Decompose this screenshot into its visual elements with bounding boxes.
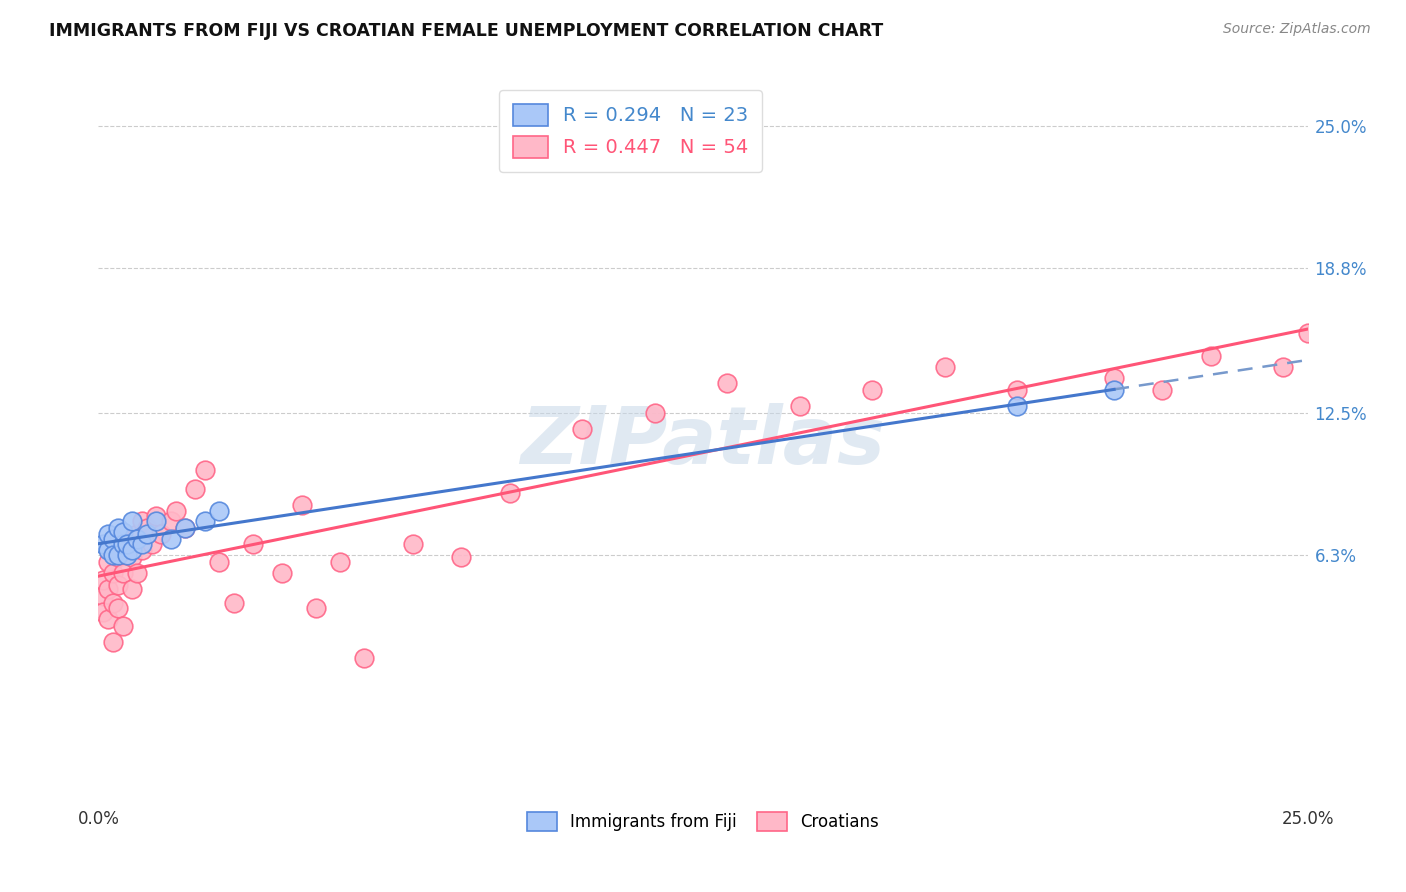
Point (131, 514, 153, 528)
Point (121, 514, 143, 528)
Point (571, 422, 593, 436)
Point (127, 527, 149, 541)
Point (450, 550, 472, 565)
Point (121, 582, 143, 597)
Point (111, 566, 134, 581)
Point (111, 536, 134, 550)
Point (860, 383, 883, 397)
Point (131, 536, 153, 550)
Point (242, 536, 264, 550)
Point (194, 463, 217, 477)
Point (498, 486, 520, 500)
Point (141, 536, 163, 550)
Point (208, 555, 231, 569)
Point (1199, 349, 1222, 363)
Point (174, 520, 197, 534)
Point (97, 612, 120, 626)
Point (1007, 383, 1029, 397)
Point (97, 543, 120, 558)
Point (97, 555, 120, 569)
Point (117, 543, 139, 558)
Point (97, 582, 120, 597)
Point (107, 550, 129, 565)
Point (117, 548, 139, 562)
Point (160, 514, 183, 528)
Point (127, 532, 149, 546)
Point (127, 566, 149, 581)
Point (117, 536, 139, 550)
Point (101, 596, 124, 610)
Point (1152, 383, 1174, 397)
Point (101, 548, 124, 562)
Point (135, 520, 157, 534)
Point (131, 543, 153, 558)
Point (305, 600, 328, 615)
Point (644, 406, 666, 420)
Point (117, 536, 139, 550)
Point (145, 514, 167, 528)
Point (222, 596, 245, 610)
Point (1102, 383, 1125, 397)
Point (97, 527, 120, 541)
Point (101, 635, 124, 649)
Point (107, 520, 129, 534)
Text: ZIPatlas: ZIPatlas (520, 402, 886, 481)
Legend: Immigrants from Fiji, Croatians: Immigrants from Fiji, Croatians (520, 805, 886, 838)
Point (165, 504, 187, 518)
Point (290, 498, 312, 512)
Point (353, 651, 375, 665)
Point (184, 482, 207, 496)
Point (329, 555, 352, 569)
Point (91, 606, 114, 620)
Point (111, 525, 134, 540)
Text: Source: ZipAtlas.com: Source: ZipAtlas.com (1223, 22, 1371, 37)
Point (194, 514, 217, 528)
Point (91, 590, 114, 604)
Point (271, 566, 294, 581)
Point (160, 532, 183, 546)
Point (934, 359, 956, 374)
Point (135, 527, 157, 541)
Point (208, 504, 231, 518)
Point (789, 399, 811, 413)
Point (121, 543, 143, 558)
Point (1272, 359, 1295, 374)
Point (174, 520, 197, 534)
Point (91, 574, 114, 588)
Point (111, 619, 134, 633)
Point (101, 566, 124, 581)
Point (107, 548, 129, 562)
Point (716, 376, 738, 390)
Point (1296, 326, 1319, 340)
Point (101, 532, 124, 546)
Point (145, 509, 167, 524)
Point (150, 527, 173, 541)
Point (91, 536, 114, 550)
Text: IMMIGRANTS FROM FIJI VS CROATIAN FEMALE UNEMPLOYMENT CORRELATION CHART: IMMIGRANTS FROM FIJI VS CROATIAN FEMALE … (49, 22, 883, 40)
Point (1007, 399, 1029, 413)
Point (107, 600, 129, 615)
Point (402, 536, 425, 550)
Point (107, 578, 129, 592)
Point (121, 550, 143, 565)
Point (1102, 371, 1125, 385)
